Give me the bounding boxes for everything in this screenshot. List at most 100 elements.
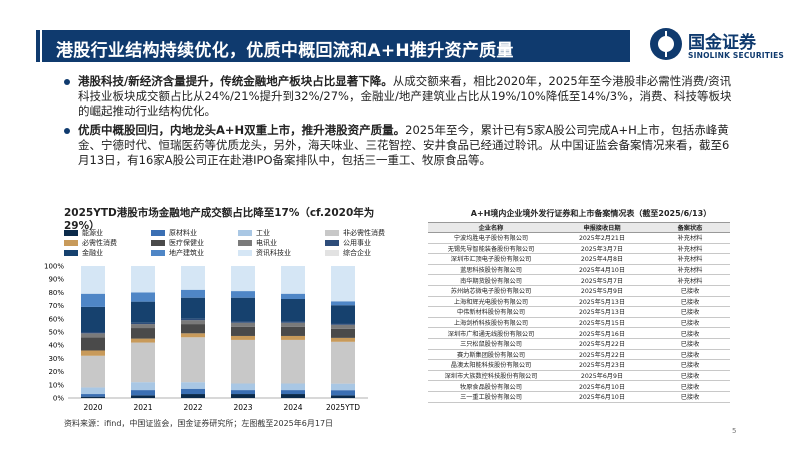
bar-segment [181, 394, 205, 398]
x-tick-label: 2020 [83, 403, 102, 412]
company-logo: 国金证券 SINOLINK SECURITIES [650, 26, 790, 66]
date-cell: 2025年6月10日 [554, 391, 650, 403]
bar-segment [131, 390, 155, 396]
x-tick-label: 2023 [233, 403, 252, 412]
bar-segment [131, 342, 155, 383]
bar-segment [231, 326, 255, 336]
y-tick-label: 20% [48, 368, 64, 376]
y-tick-label: 60% [48, 315, 64, 323]
x-tick-label: 2025YTD [326, 403, 360, 412]
company-cell: 深圳市汇顶电子股份有限公司 [428, 253, 554, 265]
date-cell: 2025年5月16日 [554, 327, 650, 339]
legend-item: 电讯业 [238, 238, 277, 248]
bar-segment [81, 266, 105, 294]
bar-segment [231, 266, 255, 292]
status-cell: 已接收 [650, 370, 730, 382]
chart-title: 2025YTD港股市场金融地产成交额占比降至17%（cf.2020年为29%） [64, 207, 375, 232]
legend-item: 原材料业 [151, 228, 197, 238]
title-bar [42, 30, 630, 62]
bar-segment [181, 320, 205, 325]
bar-segment [231, 291, 255, 298]
bullet-2-heading: 优质中概股回归，内地龙头A+H双重上市，推升港股资产质量。 [78, 123, 406, 137]
bar-segment [131, 266, 155, 293]
bullet-1-heading: 港股科技/新经济含量提升，传统金融地产板块占比显著下降。 [78, 74, 393, 88]
table-row: 无锡先导智能装备股份有限公司 2025年3月7日 补充材料 [428, 243, 730, 255]
company-cell: 上海剑桥科技股份有限公司 [428, 317, 554, 329]
bar-segment [331, 395, 355, 398]
legend-label: 公用事业 [343, 239, 371, 247]
bar-segment [281, 322, 305, 327]
bar-segment [81, 332, 105, 334]
company-cell: 无锡先导智能装备股份有限公司 [428, 243, 554, 255]
status-cell: 已接收 [650, 349, 730, 361]
logo-text-cn: 国金证券 [688, 33, 756, 53]
column-header: 备案状态 [650, 222, 730, 233]
bar-segment [331, 324, 355, 329]
date-cell: 2025年6月9日 [554, 370, 650, 382]
bar-segment [331, 337, 355, 342]
status-cell: 补充材料 [650, 274, 730, 286]
company-cell: 深圳市大族数控科技股份有限公司 [428, 370, 554, 382]
company-cell: 上海和辉光电股份有限公司 [428, 296, 554, 308]
table-row: 深圳市大族数控科技股份有限公司 2025年6月9日 已接收 [428, 370, 730, 382]
bar-segment [281, 394, 305, 398]
column-header: 企业名称 [428, 222, 554, 233]
bar-segment [181, 324, 205, 334]
x-tick-label: 2021 [133, 403, 152, 412]
y-tick-label: 10% [48, 381, 64, 389]
bar-segment [231, 390, 255, 395]
table-header-row: 企业名称 申报接收日期 备案状态 [428, 222, 730, 233]
bar-segment [81, 333, 105, 338]
bar-segment [231, 394, 255, 398]
table-row: 赛力斯集团股份有限公司 2025年5月22日 已接收 [428, 349, 730, 361]
date-cell: 2025年3月7日 [554, 243, 650, 255]
legend-swatch [64, 230, 78, 236]
table-row: 上海剑桥科技股份有限公司 2025年5月15日 已接收 [428, 317, 730, 329]
status-cell: 补充材料 [650, 253, 730, 265]
legend-label: 电讯业 [256, 239, 277, 247]
bar-segment [281, 390, 305, 395]
bar-segment [181, 266, 205, 290]
y-tick-label: 100% [44, 263, 64, 271]
legend-swatch [238, 240, 252, 246]
stacked-bar-chart: 0% 10% 20% 30% 40% 50% 60% 70% 80% 90% 100% 2020 202… [44, 263, 368, 412]
bar-segment [281, 335, 305, 340]
bar-segment [331, 390, 355, 396]
legend-label: 必需性消费 [82, 239, 117, 247]
date-cell: 2025年2月21日 [554, 232, 650, 244]
legend-item: 金融业 [64, 248, 103, 258]
legend-label: 地产建筑业 [169, 249, 204, 257]
y-tick-label: 70% [48, 302, 64, 310]
legend-swatch [64, 240, 78, 246]
company-cell: 三一重工股份有限公司 [428, 391, 554, 403]
logo-mark-icon [650, 28, 682, 60]
status-cell: 已接收 [650, 296, 730, 308]
bar-segment [181, 388, 205, 395]
company-cell: 赛力斯集团股份有限公司 [428, 349, 554, 361]
date-cell: 2025年4月8日 [554, 253, 650, 265]
legend-item: 必需性消费 [64, 238, 117, 248]
bar-segment [131, 292, 155, 302]
bar-segment [131, 328, 155, 339]
table-row: 宁波均胜电子股份有限公司 2025年2月21日 补充材料 [428, 232, 730, 244]
bar-segment [231, 321, 255, 323]
legend-item: 非必需性消费 [325, 228, 385, 238]
y-tick-label: 90% [48, 276, 64, 284]
bar-segment [281, 339, 305, 384]
date-cell: 2025年5月15日 [554, 317, 650, 329]
status-cell: 已接收 [650, 338, 730, 350]
bar-segment [81, 293, 105, 307]
y-tick-label: 40% [48, 342, 64, 350]
y-tick-label: 0% [53, 395, 64, 403]
bar-segment [231, 383, 255, 391]
y-tick-label: 30% [48, 355, 64, 363]
legend-label: 综合企业 [343, 249, 371, 257]
bar-segment [181, 289, 205, 298]
legend-swatch [325, 230, 339, 236]
legend-item: 公用事业 [325, 238, 371, 248]
bar-segment [281, 321, 305, 323]
bar-segment [81, 350, 105, 356]
date-cell: 2025年5月7日 [554, 274, 650, 286]
bar-segment [331, 328, 355, 338]
y-tick-label: 80% [48, 289, 64, 297]
